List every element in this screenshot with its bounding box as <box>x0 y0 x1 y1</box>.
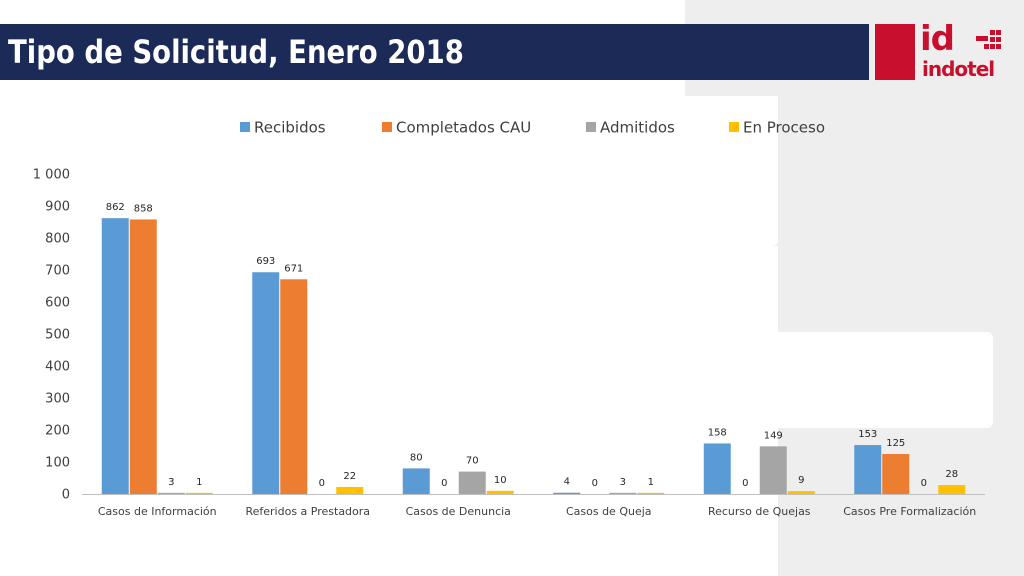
bar <box>336 486 364 494</box>
bar <box>280 279 308 494</box>
y-tick-label: 100 <box>45 456 70 471</box>
data-label: 80 <box>410 452 423 463</box>
x-tick-label: Recurso de Quejas <box>708 505 811 518</box>
bar <box>759 446 787 494</box>
x-tick-label: Casos de Información <box>98 505 217 518</box>
bar <box>637 492 665 494</box>
bar <box>486 490 514 494</box>
logo-mark: id <box>920 19 955 59</box>
y-tick-label: 700 <box>45 264 70 279</box>
bar <box>458 471 486 494</box>
logo-grid-icon <box>976 26 1001 54</box>
bar <box>854 445 882 494</box>
y-tick-label: 500 <box>45 328 70 343</box>
data-label: 153 <box>858 429 877 440</box>
data-label: 9 <box>798 475 804 486</box>
bar <box>553 492 581 494</box>
background-card <box>726 332 993 428</box>
data-label: 0 <box>592 478 598 489</box>
data-label: 10 <box>494 475 507 486</box>
legend-swatch <box>382 122 392 132</box>
data-label: 70 <box>466 456 479 467</box>
data-label: 3 <box>168 477 174 488</box>
accent-block <box>875 24 915 80</box>
data-label: 28 <box>945 469 958 480</box>
data-label: 671 <box>284 263 303 274</box>
y-tick-label: 400 <box>45 360 70 375</box>
data-label: 4 <box>564 477 570 488</box>
x-tick-label: Casos Pre Formalización <box>843 505 976 518</box>
y-tick-label: 800 <box>45 232 70 247</box>
y-tick-label: 1 000 <box>33 168 70 183</box>
data-label: 0 <box>742 478 748 489</box>
legend-entry: Completados CAU <box>396 119 531 137</box>
y-tick-label: 200 <box>45 424 70 439</box>
legend-entry: En Proceso <box>743 119 825 137</box>
bar <box>402 468 430 494</box>
legend-swatch <box>729 122 739 132</box>
legend-entry: Admitidos <box>600 119 675 137</box>
bar <box>882 454 910 494</box>
background-card <box>0 96 778 246</box>
x-tick-label: Referidos a Prestadora <box>245 505 370 518</box>
page-title: Tipo de Solicitud, Enero 2018 <box>8 33 464 71</box>
bar <box>938 485 966 494</box>
data-label: 0 <box>441 478 447 489</box>
data-label: 1 <box>648 477 654 488</box>
data-label: 0 <box>921 478 927 489</box>
data-label: 858 <box>134 203 153 214</box>
bar <box>101 218 129 494</box>
logo-wordmark: indotel <box>922 57 995 81</box>
indotel-logo: id indotel <box>920 22 1004 84</box>
bar <box>252 272 280 494</box>
legend-swatch <box>586 122 596 132</box>
y-tick-label: 0 <box>62 488 70 503</box>
bar <box>185 492 213 494</box>
y-tick-label: 900 <box>45 200 70 215</box>
bar <box>609 492 637 494</box>
data-label: 0 <box>319 478 325 489</box>
legend-entry: Recibidos <box>254 119 326 137</box>
data-label: 158 <box>708 427 727 438</box>
data-label: 3 <box>620 477 626 488</box>
data-label: 125 <box>886 438 905 449</box>
bar <box>787 491 815 494</box>
x-tick-label: Casos de Queja <box>566 505 652 518</box>
y-tick-label: 600 <box>45 296 70 311</box>
data-label: 862 <box>106 202 125 213</box>
x-tick-label: Casos de Denuncia <box>406 505 511 518</box>
y-tick-label: 300 <box>45 392 70 407</box>
background-card <box>0 246 778 576</box>
bar <box>157 492 185 494</box>
data-label: 22 <box>343 471 356 482</box>
bar <box>129 219 157 494</box>
legend-swatch <box>240 122 250 132</box>
data-label: 149 <box>764 430 783 441</box>
title-bar: Tipo de Solicitud, Enero 2018 <box>0 24 869 80</box>
data-label: 1 <box>196 477 202 488</box>
bar <box>703 443 731 494</box>
data-label: 693 <box>256 256 275 267</box>
